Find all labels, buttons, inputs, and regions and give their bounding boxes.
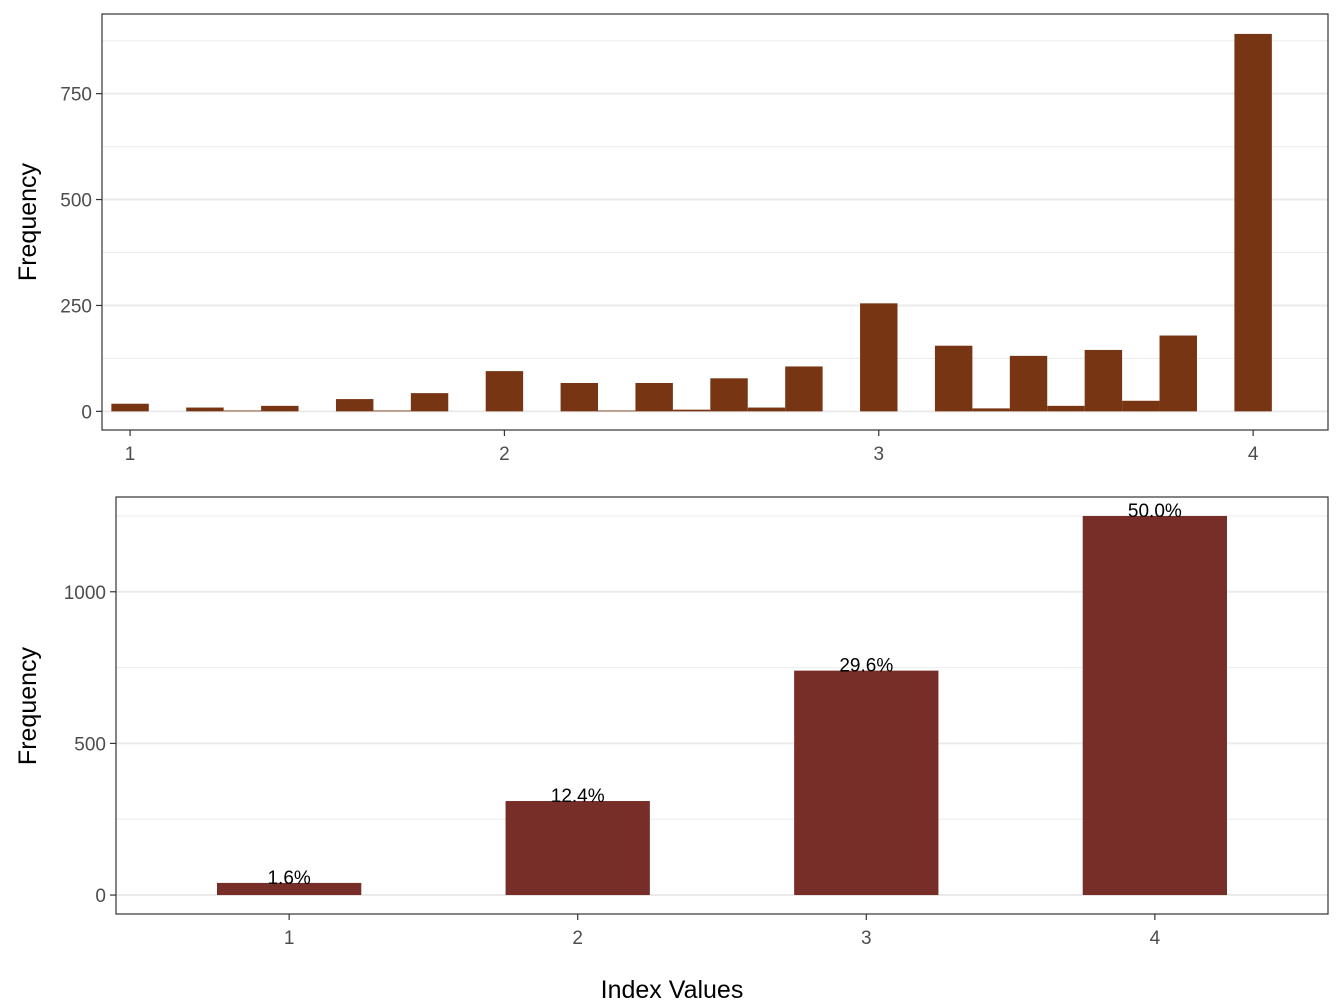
bottom-x-tick-label: 3 bbox=[861, 928, 872, 949]
bottom-y-tick-label: 0 bbox=[95, 886, 106, 907]
bottom-y-tick-label: 500 bbox=[74, 734, 106, 755]
bottom-x-tick-label: 1 bbox=[284, 928, 295, 949]
histogram-bar bbox=[785, 366, 823, 412]
bottom-x-axis-title: Index Values bbox=[601, 976, 744, 1004]
bottom-x-tick-label: 4 bbox=[1150, 928, 1161, 949]
top-y-tick-label: 750 bbox=[60, 85, 92, 106]
histogram-bar bbox=[111, 403, 149, 412]
histogram-bar bbox=[1234, 33, 1272, 412]
top-y-tick-label: 250 bbox=[60, 296, 92, 317]
bar bbox=[505, 801, 650, 896]
bar-data-label: 12.4% bbox=[551, 786, 605, 807]
histogram-bar bbox=[373, 410, 411, 412]
histogram-bar bbox=[335, 399, 374, 412]
histogram-bar bbox=[261, 405, 299, 412]
bar bbox=[1082, 515, 1227, 896]
histogram-bar bbox=[672, 409, 711, 412]
histogram-bar bbox=[710, 378, 748, 412]
histogram-bar bbox=[485, 371, 524, 412]
histogram-panel: 0 250 500 750 1 2 3 4 bbox=[60, 13, 1329, 465]
histogram-bar bbox=[1084, 349, 1123, 412]
top-y-axis-title: Frequency bbox=[14, 162, 42, 281]
histogram-bar bbox=[972, 408, 1010, 412]
bottom-y-axis-title: Frequency bbox=[14, 646, 42, 765]
bar bbox=[217, 882, 362, 896]
histogram-bar bbox=[410, 393, 449, 412]
histogram-bar bbox=[635, 382, 673, 412]
top-y-tick-label: 500 bbox=[60, 191, 92, 212]
bar bbox=[794, 670, 939, 896]
top-x-tick-label: 3 bbox=[873, 444, 884, 465]
histogram-bar bbox=[1009, 355, 1048, 412]
histogram-bar bbox=[598, 410, 636, 412]
histogram-bar bbox=[860, 303, 898, 412]
histogram-bar bbox=[1047, 405, 1085, 412]
top-panel-border bbox=[101, 13, 1329, 431]
bar-data-label: 1.6% bbox=[267, 868, 310, 889]
top-x-tick-label: 4 bbox=[1248, 444, 1259, 465]
histogram-bar bbox=[1159, 335, 1197, 412]
top-x-tick-label: 1 bbox=[125, 444, 136, 465]
histogram-bar bbox=[1122, 400, 1160, 412]
bar-data-label: 29.6% bbox=[839, 656, 893, 677]
bottom-x-tick-label: 2 bbox=[572, 928, 583, 949]
histogram-bar bbox=[186, 407, 224, 412]
bottom-y-tick-label: 1000 bbox=[64, 583, 106, 604]
top-y-tick-label: 0 bbox=[81, 402, 92, 423]
histogram-bar bbox=[747, 407, 786, 412]
histogram-bar bbox=[223, 410, 262, 412]
histogram-bar bbox=[560, 382, 599, 412]
bottom-panel-border bbox=[115, 496, 1329, 915]
bar-panel: 1.6% 12.4% 29.6% 50.0% 0 500 1000 1 2 3 4 bbox=[64, 496, 1329, 949]
bar-data-label: 50.0% bbox=[1128, 501, 1182, 522]
histogram-bar bbox=[934, 345, 973, 412]
top-x-tick-label: 2 bbox=[499, 444, 510, 465]
